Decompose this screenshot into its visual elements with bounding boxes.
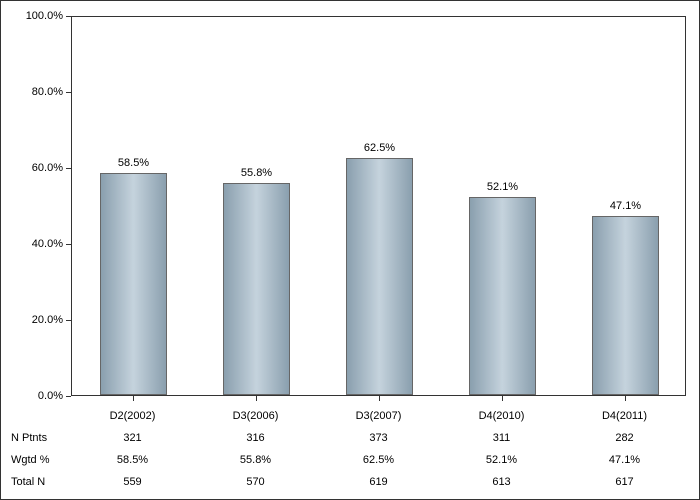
row-label: Total N	[11, 476, 45, 488]
data-cell: 282	[615, 432, 633, 444]
bar-value-label: 58.5%	[118, 157, 149, 169]
bar-value-label: 52.1%	[487, 181, 518, 193]
chart-container: 0.0% 20.0% 40.0% 60.0% 80.0% 100.0% 58.5% 55.8…	[0, 0, 700, 500]
x-tick-mark	[256, 396, 257, 401]
bar	[346, 158, 414, 396]
data-cell: 613	[492, 476, 510, 488]
bar-value-label: 62.5%	[364, 142, 395, 154]
data-cell: 619	[369, 476, 387, 488]
data-cell: 58.5%	[117, 454, 148, 466]
plot-area: 58.5% 55.8% 62.5% 52.1% 47.1%	[71, 16, 686, 396]
row-label: Wgtd %	[11, 454, 50, 466]
y-tick-label: 0.0%	[38, 390, 63, 402]
y-tick-label: 100.0%	[26, 10, 63, 22]
bars-group: 58.5% 55.8% 62.5% 52.1% 47.1%	[72, 17, 685, 395]
data-row: Wgtd %58.5%55.8%62.5%52.1%47.1%	[71, 449, 686, 471]
bar	[100, 173, 168, 395]
data-cell: D2(2002)	[110, 410, 156, 422]
y-tick-label: 60.0%	[32, 162, 63, 174]
bar	[223, 183, 291, 395]
y-tick-mark	[66, 396, 71, 397]
y-tick-label: 40.0%	[32, 238, 63, 250]
data-cell: 617	[615, 476, 633, 488]
data-cell: D4(2011)	[602, 410, 647, 422]
bar	[592, 216, 660, 395]
y-axis: 0.0%20.0%40.0%60.0%80.0%100.0%	[1, 16, 71, 396]
data-cell: 559	[123, 476, 141, 488]
data-cell: 321	[123, 432, 141, 444]
data-cell: D3(2006)	[233, 410, 279, 422]
data-cell: 62.5%	[363, 454, 394, 466]
data-cell: 55.8%	[240, 454, 271, 466]
data-row: N Ptnts321316373311282	[71, 427, 686, 449]
x-tick-mark	[133, 396, 134, 401]
data-row: Total N559570619613617	[71, 471, 686, 493]
data-cell: D4(2010)	[479, 410, 525, 422]
row-label: N Ptnts	[11, 432, 47, 444]
data-cell: 316	[246, 432, 264, 444]
data-cell: 373	[369, 432, 387, 444]
data-cell: 52.1%	[486, 454, 517, 466]
data-cell: 570	[246, 476, 264, 488]
data-cell: 47.1%	[609, 454, 640, 466]
y-tick-label: 80.0%	[32, 86, 63, 98]
x-tick-mark	[625, 396, 626, 401]
data-cell: D3(2007)	[356, 410, 402, 422]
bar-value-label: 47.1%	[610, 200, 641, 212]
x-tick-mark	[502, 396, 503, 401]
bar-value-label: 55.8%	[241, 167, 272, 179]
y-tick-label: 20.0%	[32, 314, 63, 326]
data-cell: 311	[493, 432, 511, 444]
data-row: D2(2002) D3(2006) D3(2007) D4(2010) D4(2011)	[71, 405, 686, 427]
bar	[469, 197, 537, 395]
x-tick-mark	[379, 396, 380, 401]
